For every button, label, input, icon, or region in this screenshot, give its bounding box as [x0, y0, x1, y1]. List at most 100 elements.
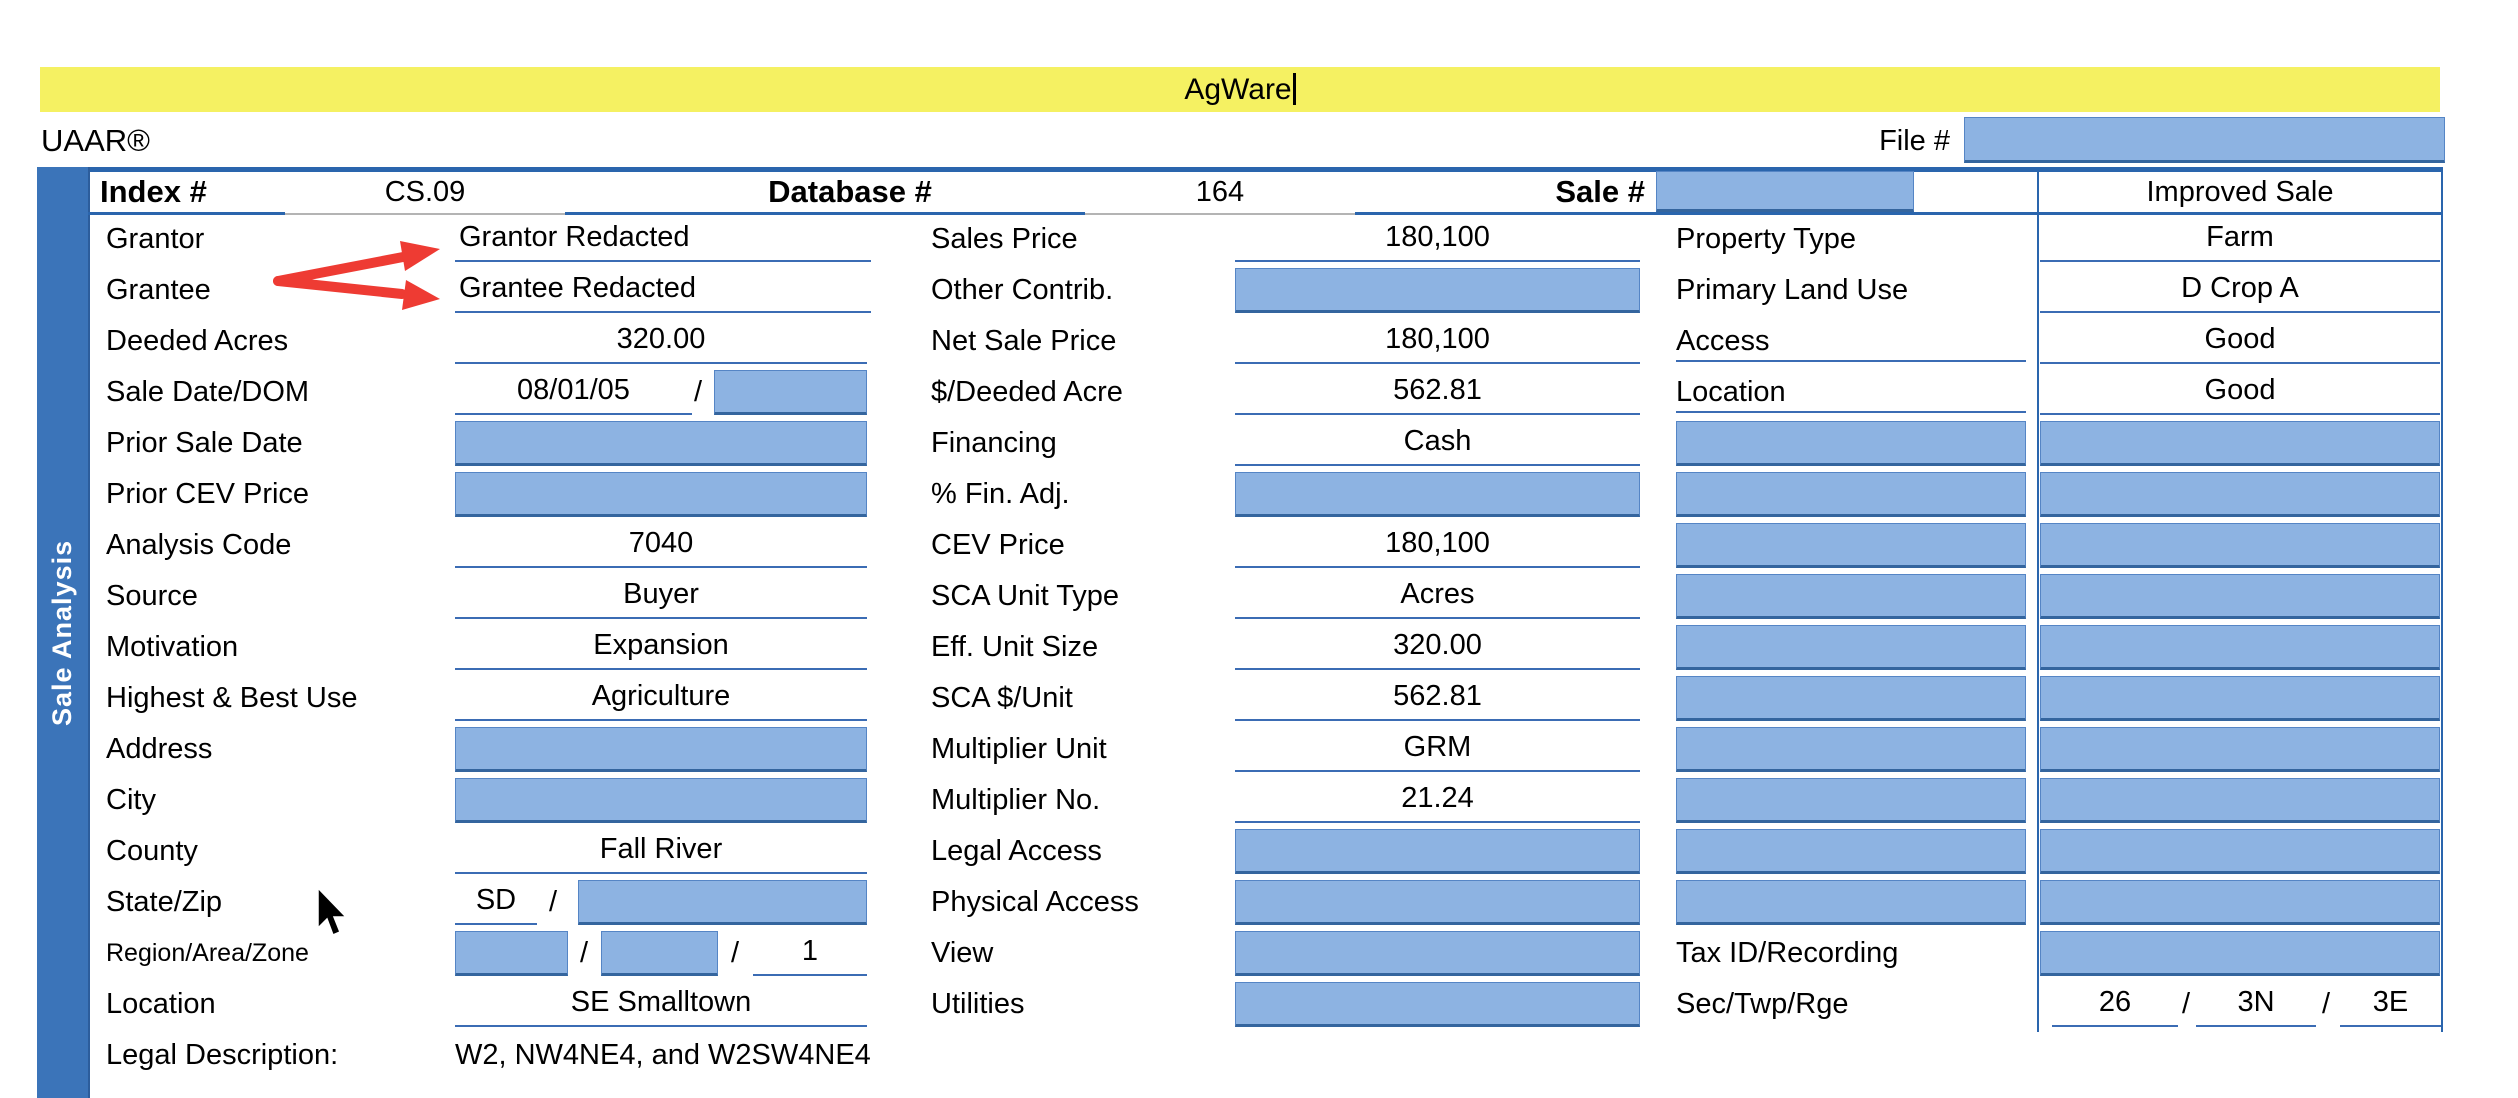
- row-label-county: County: [106, 835, 198, 867]
- field-fin-adj[interactable]: [1235, 472, 1640, 517]
- sale-analysis-sidebar: Sale Analysis: [37, 167, 90, 1098]
- field-custom-value-11[interactable]: [2040, 778, 2440, 823]
- row-label-cev-price: CEV Price: [931, 529, 1065, 561]
- field-prior-sale-date[interactable]: [455, 421, 867, 466]
- field-zip[interactable]: [578, 880, 867, 925]
- field-sca-unit[interactable]: 562.81: [1235, 673, 1640, 721]
- field-analysis-code[interactable]: 7040: [455, 520, 867, 568]
- field-range[interactable]: 3E: [2340, 979, 2441, 1027]
- field-state[interactable]: SD: [455, 877, 537, 925]
- field-custom-value-10[interactable]: [2040, 727, 2440, 772]
- label-underline-location: [1676, 411, 2026, 413]
- field-multiplier-no[interactable]: 21.24: [1235, 775, 1640, 823]
- field-primary-land-use[interactable]: D Crop A: [2040, 265, 2440, 313]
- row-label-address: Address: [106, 733, 213, 765]
- field-cev-price[interactable]: 180,100: [1235, 520, 1640, 568]
- field-township[interactable]: 3N: [2196, 979, 2316, 1027]
- sale-number-label: Sale #: [1555, 174, 1645, 209]
- region-area-slash: /: [580, 937, 589, 969]
- field-zone[interactable]: 1: [753, 928, 867, 976]
- field-view[interactable]: [1235, 931, 1640, 976]
- row-label-city: City: [106, 784, 156, 816]
- field-other-contrib[interactable]: [1235, 268, 1640, 313]
- title-input-band[interactable]: AgWare: [40, 67, 2440, 112]
- row-label-deeded-acres: Deeded Acres: [106, 325, 289, 357]
- field-sca-unit-type[interactable]: Acres: [1235, 571, 1640, 619]
- field-property-type[interactable]: Farm: [2040, 214, 2440, 262]
- row-label-access: Access: [1676, 325, 1770, 357]
- row-label-sale-date-dom: Sale Date/DOM: [106, 376, 310, 408]
- field-utilities[interactable]: [1235, 982, 1640, 1027]
- field-net-sale-price[interactable]: 180,100: [1235, 316, 1640, 364]
- sidebar-label: Sale Analysis: [47, 539, 77, 726]
- field-custom-label-11[interactable]: [1676, 778, 2026, 823]
- uaar-logo: UAAR®: [41, 123, 150, 158]
- field-custom-value-6[interactable]: [2040, 523, 2440, 568]
- field-highest-best-use[interactable]: Agriculture: [455, 673, 867, 721]
- field-custom-label-10[interactable]: [1676, 727, 2026, 772]
- index-number-value[interactable]: CS.09: [384, 176, 466, 208]
- field-section[interactable]: 26: [2052, 979, 2178, 1027]
- field-location[interactable]: SE Smalltown: [455, 979, 867, 1027]
- field-sales-price[interactable]: 180,100: [1235, 214, 1640, 262]
- field-deeded-acres[interactable]: 320.00: [455, 316, 867, 364]
- field-deeded-acre[interactable]: 562.81: [1235, 367, 1640, 415]
- field-eff-unit-size[interactable]: 320.00: [1235, 622, 1640, 670]
- field-custom-value-7[interactable]: [2040, 574, 2440, 619]
- field-city[interactable]: [455, 778, 867, 823]
- field-legal-access[interactable]: [1235, 829, 1640, 874]
- sale-number-field[interactable]: [1656, 171, 1914, 212]
- field-custom-label-13[interactable]: [1676, 880, 2026, 925]
- field-source[interactable]: Buyer: [455, 571, 867, 619]
- row-label-source: Source: [106, 580, 198, 612]
- field-custom-value-13[interactable]: [2040, 880, 2440, 925]
- field-access[interactable]: Good: [2040, 316, 2440, 364]
- field-legal-description[interactable]: W2, NW4NE4, and W2SW4NE4: [455, 1039, 871, 1071]
- field-physical-access[interactable]: [1235, 880, 1640, 925]
- field-custom-value-12[interactable]: [2040, 829, 2440, 874]
- database-field-underline: [1085, 208, 1355, 215]
- row-label-fin-adj: % Fin. Adj.: [931, 478, 1070, 510]
- title-text: AgWare: [1184, 73, 1292, 106]
- field-custom-label-9[interactable]: [1676, 676, 2026, 721]
- field-multiplier-unit[interactable]: GRM: [1235, 724, 1640, 772]
- row-label-deeded-acre: $/Deeded Acre: [931, 376, 1123, 408]
- area-zone-slash: /: [731, 937, 740, 969]
- field-grantee[interactable]: Grantee Redacted: [455, 265, 871, 313]
- field-custom-label-8[interactable]: [1676, 625, 2026, 670]
- field-custom-value-5[interactable]: [2040, 472, 2440, 517]
- field-custom-label-4[interactable]: [1676, 421, 2026, 466]
- row-label-legal-access: Legal Access: [931, 835, 1102, 867]
- field-days-on-market[interactable]: [714, 370, 867, 415]
- row-label-sca-unit-type: SCA Unit Type: [931, 580, 1120, 612]
- field-motivation[interactable]: Expansion: [455, 622, 867, 670]
- field-custom-label-7[interactable]: [1676, 574, 2026, 619]
- form-top-border: [88, 167, 2443, 172]
- field-tax-id-recording[interactable]: [2040, 931, 2440, 976]
- field-custom-label-12[interactable]: [1676, 829, 2026, 874]
- database-number-label: Database #: [768, 174, 932, 209]
- field-sale-date[interactable]: 08/01/05: [455, 367, 692, 415]
- field-area[interactable]: [601, 931, 718, 976]
- field-region[interactable]: [455, 931, 568, 976]
- database-number-value[interactable]: 164: [1195, 176, 1245, 208]
- row-label-multiplier-no: Multiplier No.: [931, 784, 1101, 816]
- field-custom-value-4[interactable]: [2040, 421, 2440, 466]
- field-prior-cev-price[interactable]: [455, 472, 867, 517]
- field-address[interactable]: [455, 727, 867, 772]
- field-financing[interactable]: Cash: [1235, 418, 1640, 466]
- row-label-eff-unit-size: Eff. Unit Size: [931, 631, 1099, 663]
- row-label-motivation: Motivation: [106, 631, 239, 663]
- file-number-field[interactable]: [1964, 117, 2445, 163]
- field-custom-value-9[interactable]: [2040, 676, 2440, 721]
- field-grantor[interactable]: Grantor Redacted: [455, 214, 871, 262]
- file-number-label: File #: [1879, 125, 1950, 157]
- sale-type-value[interactable]: Improved Sale: [2146, 176, 2334, 208]
- field-county[interactable]: Fall River: [455, 826, 867, 874]
- field-custom-label-6[interactable]: [1676, 523, 2026, 568]
- field-custom-value-8[interactable]: [2040, 625, 2440, 670]
- field-custom-label-5[interactable]: [1676, 472, 2026, 517]
- row-label-sca-unit: SCA $/Unit: [931, 682, 1073, 714]
- field-location[interactable]: Good: [2040, 367, 2440, 415]
